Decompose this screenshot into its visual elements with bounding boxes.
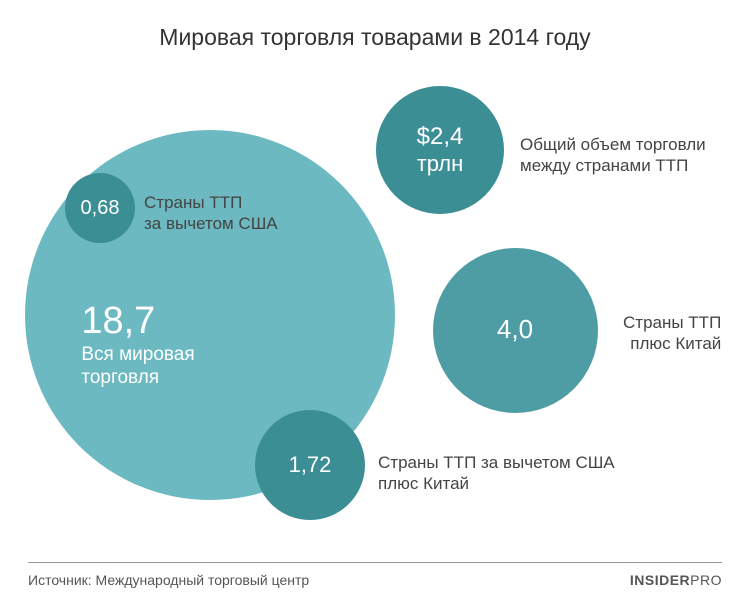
circle-ttp-plus-china: 4,0: [433, 248, 598, 413]
brand-bold: INSIDER: [630, 572, 690, 588]
circle-ttp-minus-usa-value: 0,68: [81, 197, 120, 220]
circle-world-value: 18,7: [81, 300, 194, 344]
circle-ttp-total-sublabel: трлн: [417, 151, 464, 177]
bubble-chart: Мировая торговля товарами в 2014 году 18…: [0, 0, 750, 611]
circle-world-sublabel: Вся мироваяторговля: [81, 344, 194, 390]
circle-ttp-minus-usa-plus-china: 1,72: [255, 410, 365, 520]
label-ttp-minus-usa-plus-china: Страны ТТП за вычетом СШАплюс Китай: [378, 452, 615, 495]
chart-title-text: Мировая торговля товарами в 2014 году: [159, 24, 590, 50]
circle-ttp-plus-china-value: 4,0: [497, 315, 533, 345]
label-ttp-total: Общий объем торговлимежду странами ТТП: [520, 134, 706, 177]
source-text: Источник: Международный торговый центр: [28, 572, 309, 588]
circle-ttp-total-value: $2,4: [417, 123, 464, 151]
chart-title: Мировая торговля товарами в 2014 году: [0, 24, 750, 51]
circle-ttp-total: $2,4 трлн: [376, 86, 504, 214]
brand-logo: INSIDERPRO: [630, 572, 722, 588]
label-ttp-minus-usa: Страны ТТПза вычетом США: [144, 192, 278, 235]
circle-ttp-minus-usa: 0,68: [65, 173, 135, 243]
circle-ttp-minus-usa-plus-china-value: 1,72: [289, 452, 332, 477]
footer-divider: [28, 562, 722, 563]
brand-light: PRO: [690, 572, 722, 588]
label-ttp-plus-china: Страны ТТПплюс Китай: [623, 312, 721, 355]
